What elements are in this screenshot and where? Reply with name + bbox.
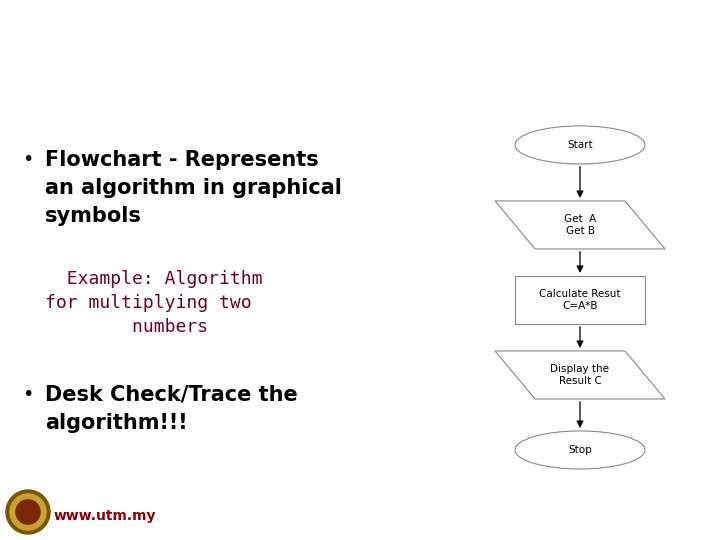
Text: Stop: Stop bbox=[568, 445, 592, 455]
Text: numbers: numbers bbox=[45, 318, 208, 336]
Text: Flowchart - Represents: Flowchart - Represents bbox=[45, 150, 319, 170]
Text: Start: Start bbox=[567, 140, 593, 150]
Polygon shape bbox=[495, 201, 665, 249]
Text: Calculate Resut
C=A*B: Calculate Resut C=A*B bbox=[539, 289, 621, 310]
Text: Desk Check/Trace the: Desk Check/Trace the bbox=[45, 385, 298, 405]
Text: •: • bbox=[22, 150, 33, 169]
Text: Flowchart: Flowchart bbox=[16, 41, 156, 65]
Text: www.utm.my: www.utm.my bbox=[54, 509, 156, 523]
Text: symbols: symbols bbox=[45, 206, 142, 226]
Circle shape bbox=[6, 490, 50, 534]
Text: •: • bbox=[22, 385, 33, 404]
Text: Example: Algorithm: Example: Algorithm bbox=[45, 270, 263, 288]
Text: for multiplying two: for multiplying two bbox=[45, 294, 251, 312]
Text: an algorithm in graphical: an algorithm in graphical bbox=[45, 178, 342, 198]
Ellipse shape bbox=[515, 126, 645, 164]
Text: Display the
Result C: Display the Result C bbox=[551, 364, 610, 386]
Polygon shape bbox=[495, 351, 665, 399]
Bar bbox=[515, 276, 645, 324]
Ellipse shape bbox=[515, 431, 645, 469]
Circle shape bbox=[16, 500, 40, 524]
Text: algorithm!!!: algorithm!!! bbox=[45, 413, 188, 433]
Circle shape bbox=[10, 494, 46, 530]
Text: Get  A
Get B: Get A Get B bbox=[564, 214, 596, 236]
